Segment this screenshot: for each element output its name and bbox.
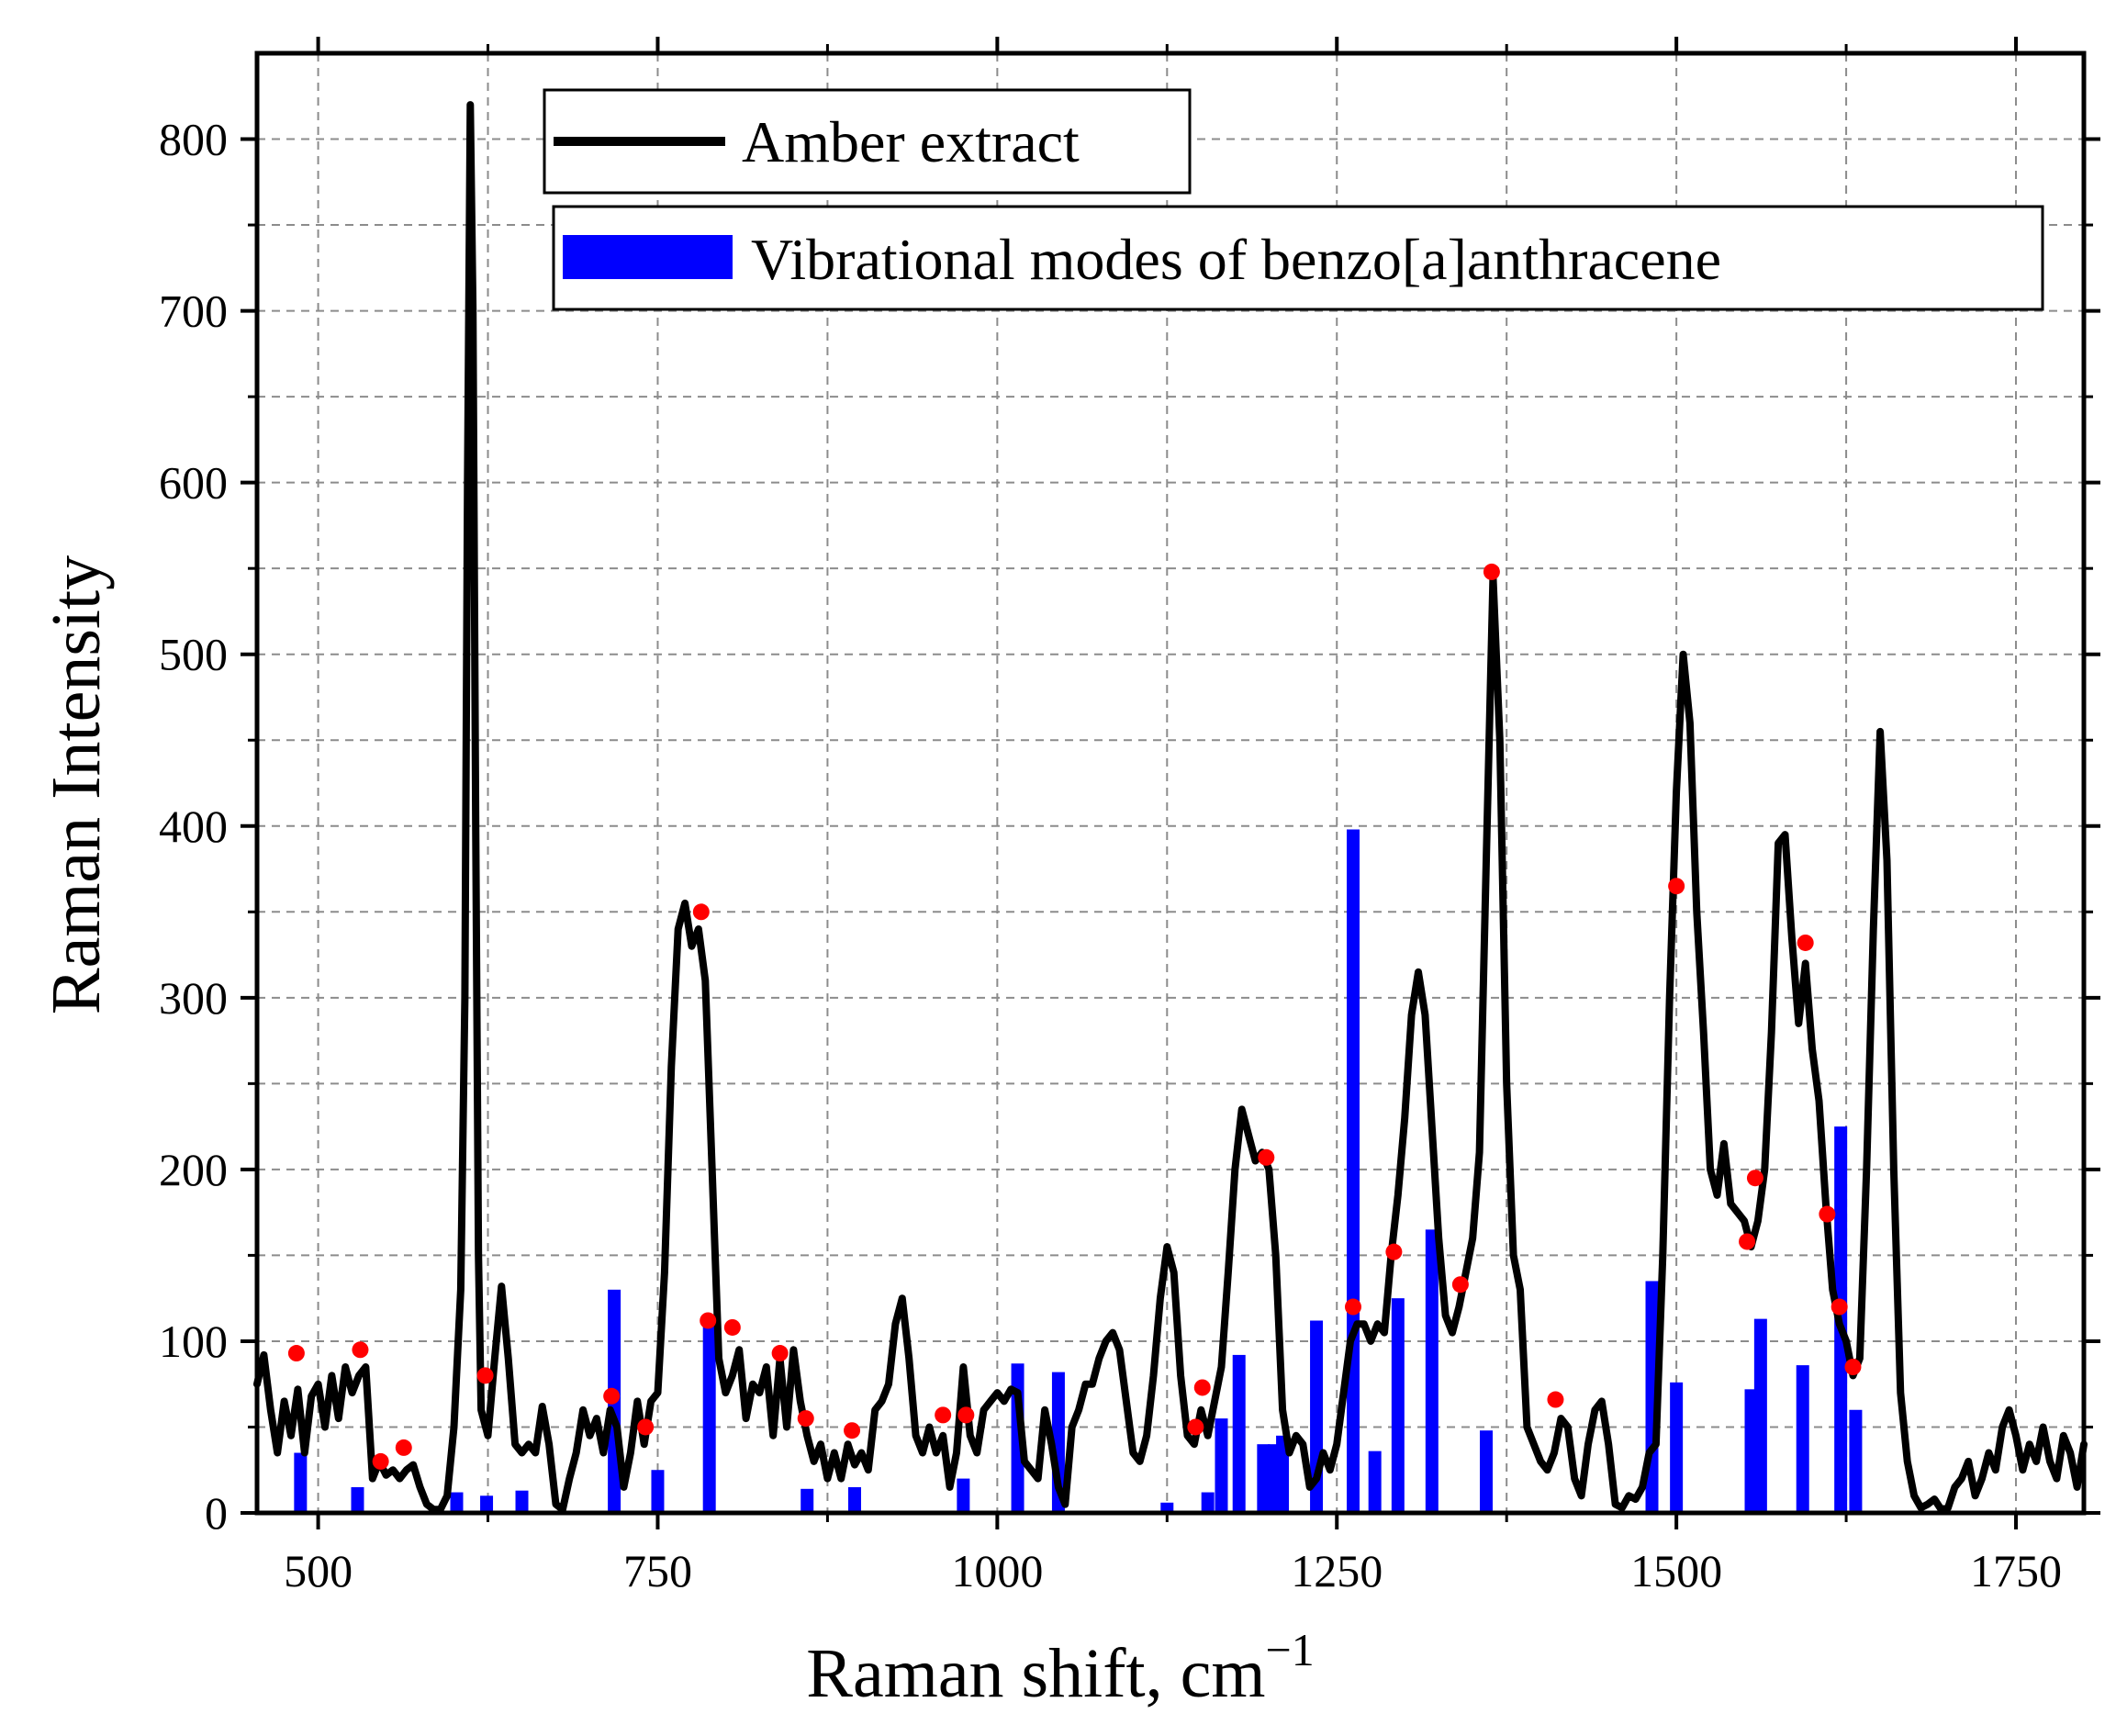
peak-marker [1844, 1359, 1862, 1375]
y-tick-label: 600 [159, 457, 228, 509]
peak-marker [1451, 1276, 1469, 1294]
peak-marker [957, 1406, 975, 1424]
mode-bar [294, 1452, 308, 1513]
y-tick-label: 400 [159, 801, 228, 852]
mode-bar [1347, 829, 1360, 1513]
peak-marker [1258, 1148, 1275, 1166]
mode-bar [1849, 1409, 1863, 1513]
mode-bar [1796, 1365, 1809, 1513]
x-axis-title: Raman shift, cm−1 [806, 1624, 1314, 1712]
x-tick-label: 1500 [1630, 1545, 1722, 1596]
x-tick-label: 1250 [1291, 1545, 1383, 1596]
peak-marker [844, 1422, 861, 1439]
mode-bar [848, 1486, 862, 1513]
peak-marker [1547, 1391, 1564, 1408]
y-tick-label: 500 [159, 629, 228, 680]
mode-bar [1425, 1229, 1439, 1513]
peak-marker [287, 1345, 305, 1362]
peak-marker [700, 1312, 717, 1329]
mode-bar [1479, 1430, 1493, 1513]
mode-bar [957, 1478, 970, 1513]
peak-marker [935, 1406, 952, 1424]
peak-marker [637, 1418, 655, 1436]
mode-bar [1753, 1318, 1767, 1513]
bar-series [294, 829, 1863, 1513]
peak-marker [372, 1452, 389, 1470]
x-tick-label: 750 [623, 1545, 692, 1596]
legend-label-amber: Amber extract [742, 109, 1080, 174]
mode-bar [1670, 1382, 1684, 1513]
axis-ticks [241, 37, 2100, 1529]
mode-bar [1276, 1435, 1290, 1513]
peak-marker [692, 903, 710, 921]
x-tick-labels: 500 750 1000 1250 1500 1750 [284, 1545, 2062, 1596]
peak-marker [603, 1387, 621, 1405]
y-axis-title: Raman Intensity [38, 555, 115, 1014]
mode-bar [1257, 1444, 1271, 1513]
mode-bar [1391, 1298, 1405, 1513]
mode-bar [702, 1315, 716, 1513]
y-tick-label: 300 [159, 972, 228, 1024]
mode-bar [1368, 1450, 1382, 1513]
legend-label-modes: Vibrational modes of benzo[a]anthracene [751, 227, 1721, 292]
mode-bar [351, 1486, 364, 1513]
legend-box-line [543, 88, 1192, 195]
point-series [287, 563, 1862, 1470]
legend-box-bars [552, 205, 2044, 311]
mode-bar [450, 1492, 464, 1513]
peak-marker [1483, 563, 1500, 580]
peak-marker [476, 1367, 494, 1384]
mode-bar [1215, 1418, 1228, 1513]
mode-bar [1160, 1502, 1174, 1513]
x-tick-label: 1750 [1970, 1545, 2062, 1596]
mode-bar [1232, 1354, 1246, 1513]
y-tick-label: 700 [159, 286, 228, 337]
y-tick-label: 200 [159, 1144, 228, 1195]
line-series [253, 101, 2088, 1514]
legend: Amber extract Vibrational modes of benzo… [543, 88, 2044, 311]
peak-marker [771, 1345, 789, 1362]
mode-bar [800, 1488, 814, 1513]
y-tick-label: 0 [205, 1487, 228, 1539]
y-tick-label: 800 [159, 114, 228, 165]
mode-bar [480, 1495, 494, 1513]
peak-marker [1345, 1298, 1361, 1316]
peak-marker [1746, 1170, 1763, 1187]
amber-extract-line [253, 101, 2088, 1514]
peak-marker [1668, 878, 1685, 895]
peak-marker [1193, 1379, 1211, 1396]
peak-marker [395, 1439, 412, 1456]
y-tick-labels: 0 100 200 300 400 500 600 700 800 [159, 114, 228, 1539]
mode-bar [1201, 1492, 1215, 1513]
peak-marker [723, 1318, 741, 1336]
peak-marker [797, 1410, 814, 1428]
peak-marker [1797, 934, 1814, 951]
peak-marker [1385, 1243, 1403, 1260]
peak-marker [1187, 1418, 1204, 1436]
x-tick-label: 500 [284, 1545, 353, 1596]
mode-bar [515, 1490, 529, 1513]
peak-marker [1739, 1233, 1756, 1250]
mode-bar [651, 1470, 665, 1513]
legend-bar-swatch [563, 235, 733, 279]
plot-frame [254, 50, 2087, 1516]
peak-marker [352, 1341, 369, 1359]
y-tick-label: 100 [159, 1316, 228, 1367]
peak-marker [1819, 1205, 1836, 1223]
x-tick-label: 1000 [951, 1545, 1043, 1596]
peak-marker [1831, 1298, 1848, 1316]
